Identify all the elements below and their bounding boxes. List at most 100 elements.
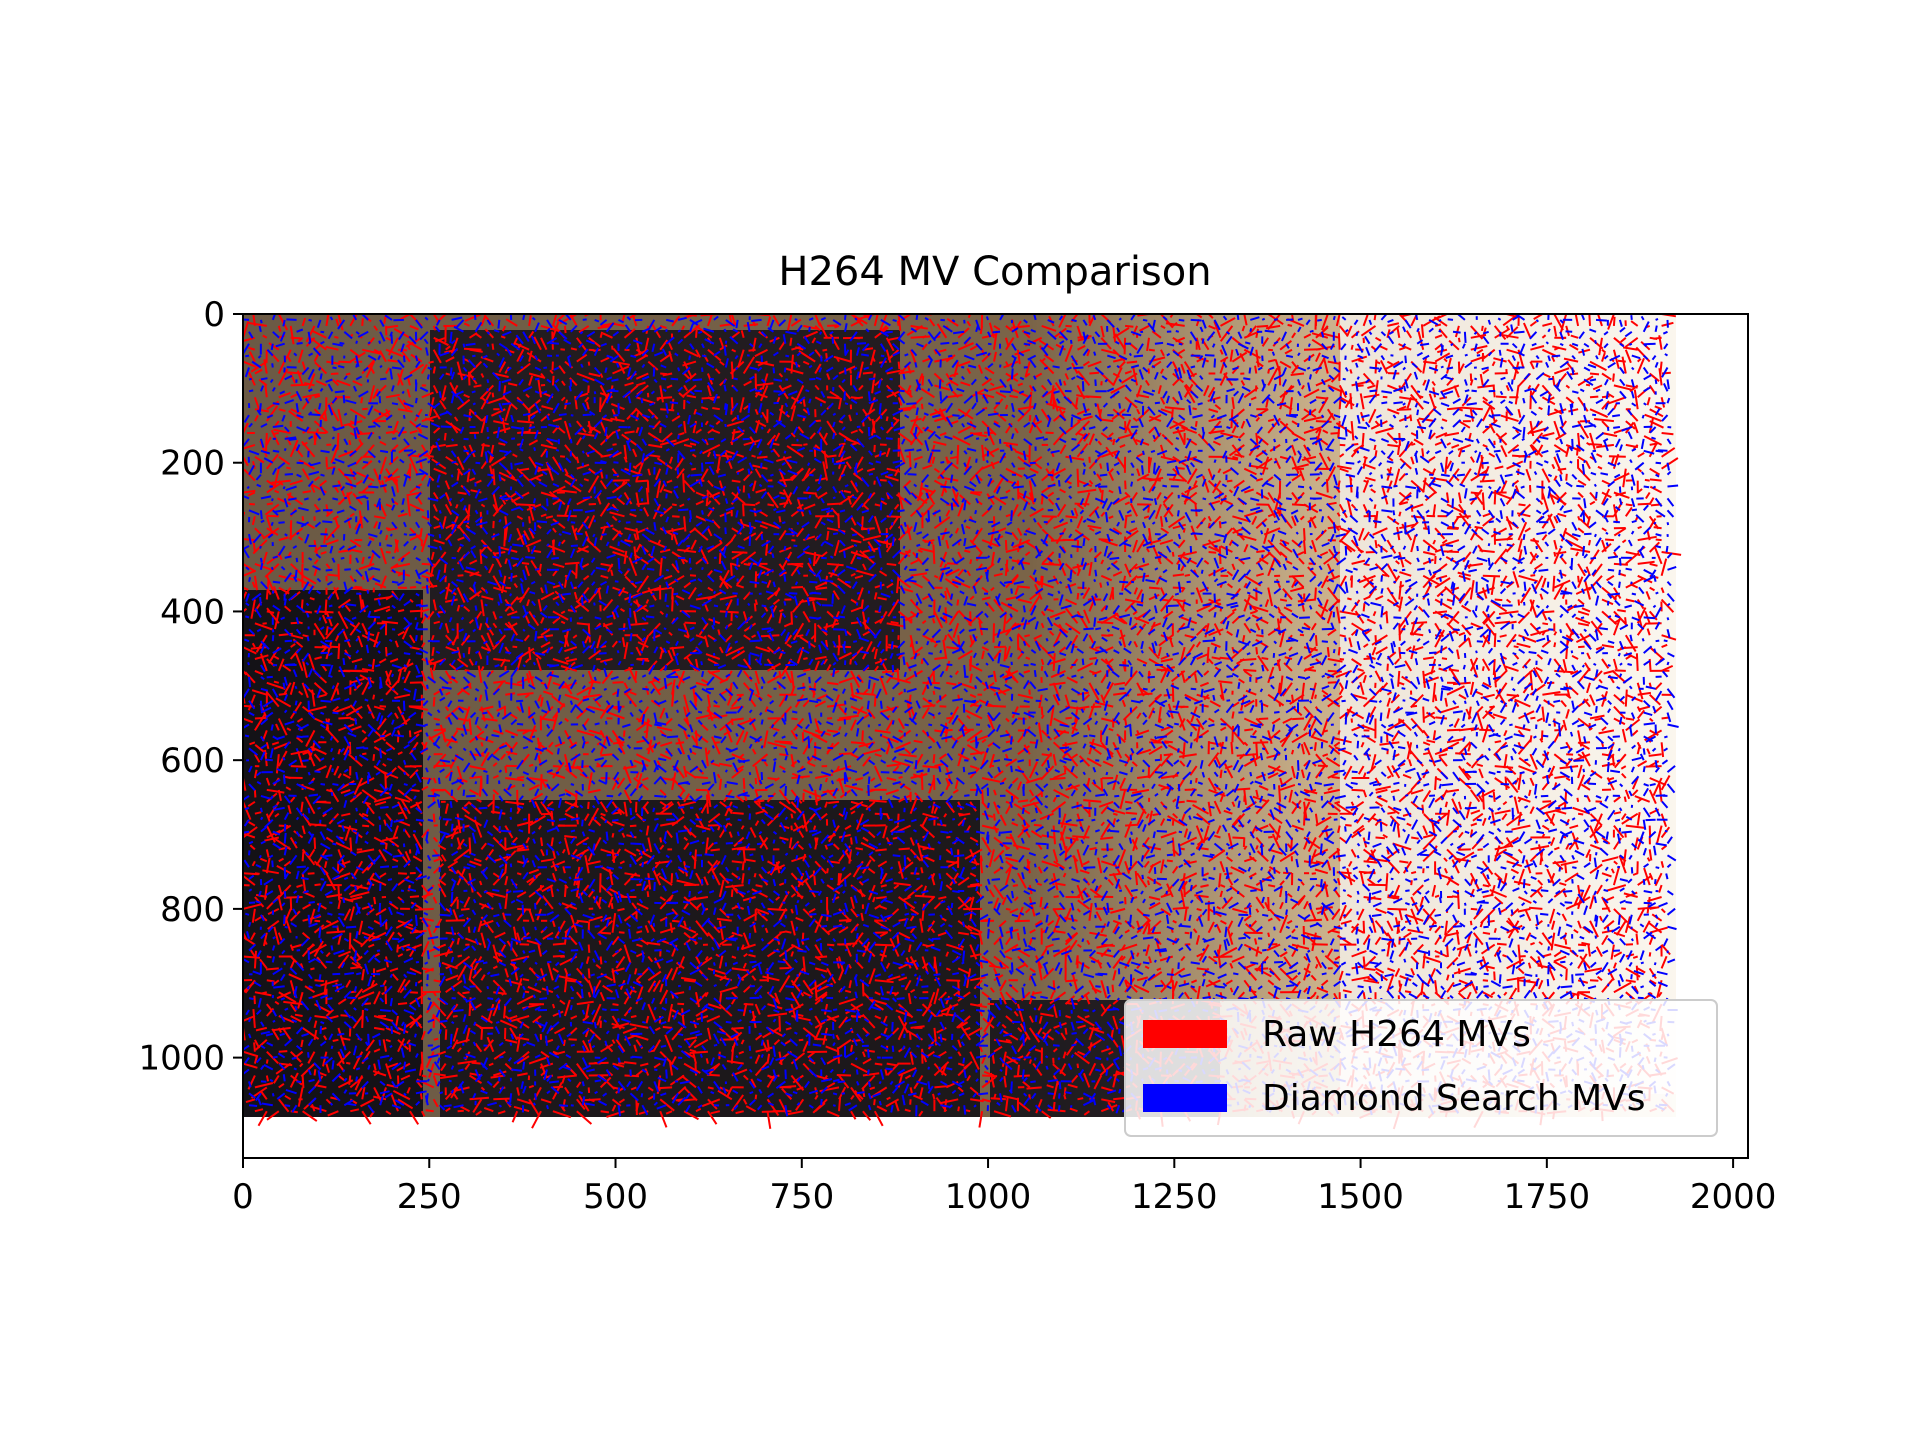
motion-vector-arrow	[739, 397, 745, 413]
motion-vector-arrow	[289, 325, 295, 345]
motion-vector-arrow	[662, 372, 673, 377]
motion-vector-arrow	[1017, 320, 1022, 327]
motion-vector-arrow	[1433, 316, 1448, 327]
motion-vector-arrow	[1077, 336, 1090, 342]
motion-vector-arrow	[1353, 444, 1365, 453]
motion-vector-arrow	[384, 774, 387, 790]
motion-vector-arrow	[1196, 358, 1202, 363]
motion-vector-arrow	[1183, 384, 1196, 404]
motion-vector-arrow	[1565, 473, 1568, 481]
motion-vector-arrow	[1644, 478, 1650, 482]
motion-vector-arrow	[694, 776, 708, 779]
motion-vector-arrow	[559, 455, 566, 458]
motion-vector-arrow	[1017, 405, 1035, 411]
motion-vector-arrow	[1577, 314, 1579, 315]
motion-vector-arrow	[824, 777, 829, 783]
motion-vector-arrow	[1590, 314, 1592, 315]
motion-vector-arrow	[1517, 599, 1521, 606]
motion-vector-arrow	[1551, 375, 1556, 386]
motion-vector-arrow	[1592, 384, 1603, 391]
motion-vector-arrow	[1029, 455, 1043, 467]
motion-vector-arrow	[1434, 323, 1442, 327]
motion-vector-arrow	[587, 361, 591, 366]
motion-vector-arrow	[976, 391, 995, 399]
motion-vector-arrow	[933, 440, 947, 446]
motion-vector-arrow	[516, 396, 530, 412]
motion-vector-arrow	[551, 321, 560, 339]
motion-vector-arrow	[1624, 349, 1632, 364]
motion-vector-arrow	[1326, 412, 1334, 422]
motion-vector-arrow	[1601, 352, 1606, 362]
motion-vector-arrow	[612, 322, 625, 327]
motion-vector-arrow	[551, 375, 555, 386]
motion-vector-arrow	[1327, 360, 1341, 365]
motion-vector-arrow	[238, 307, 243, 314]
motion-vector-arrow	[1291, 749, 1295, 755]
motion-vector-arrow	[1267, 418, 1275, 423]
motion-vector-arrow	[301, 314, 303, 315]
motion-vector-arrow	[972, 432, 983, 435]
motion-vector-arrow	[647, 408, 659, 420]
motion-vector-arrow	[445, 372, 451, 376]
motion-vector-arrow	[1646, 397, 1651, 406]
motion-vector-arrow	[1096, 403, 1103, 422]
motion-vector-arrow	[1268, 348, 1274, 352]
motion-vector-arrow	[1443, 357, 1448, 363]
motion-vector-arrow	[704, 420, 709, 426]
motion-vector-arrow	[1428, 432, 1436, 440]
motion-vector-arrow	[449, 422, 459, 434]
motion-vector-arrow	[1397, 670, 1401, 687]
motion-vector-arrow	[1279, 420, 1295, 435]
motion-vector-arrow	[563, 325, 567, 334]
motion-vector-arrow	[1494, 740, 1502, 744]
motion-vector-arrow	[1515, 429, 1520, 434]
motion-vector-arrow	[1522, 322, 1532, 339]
motion-vector-arrow	[1612, 316, 1616, 326]
motion-vector-arrow	[1500, 444, 1508, 458]
motion-vector-arrow	[1636, 357, 1645, 374]
motion-vector-arrow	[274, 420, 280, 427]
motion-vector-arrow	[1077, 345, 1086, 351]
motion-vector-arrow	[1410, 442, 1416, 446]
motion-vector-arrow	[1183, 383, 1194, 398]
motion-vector-arrow	[1039, 358, 1055, 375]
motion-vector-arrow	[253, 314, 255, 315]
motion-vector-arrow	[1005, 325, 1014, 332]
motion-vector-arrow	[1279, 598, 1288, 602]
motion-vector-arrow	[647, 432, 663, 443]
motion-vector-arrow	[1065, 455, 1085, 461]
motion-vector-arrow	[551, 314, 553, 315]
motion-vector-arrow	[1542, 432, 1555, 438]
motion-vector-arrow	[1411, 704, 1418, 708]
motion-vector-arrow	[1261, 657, 1269, 660]
motion-vector-arrow	[612, 347, 626, 363]
motion-vector-arrow	[886, 369, 903, 375]
motion-vector-arrow	[1645, 765, 1662, 768]
motion-vector-arrow	[1527, 384, 1532, 390]
motion-vector-arrow	[1624, 314, 1626, 315]
motion-vector-arrow	[946, 314, 948, 315]
motion-vector-arrow	[1337, 646, 1341, 656]
motion-vector-arrow	[243, 360, 257, 368]
motion-vector-arrow	[1004, 540, 1008, 551]
motion-vector-arrow	[1043, 353, 1055, 363]
motion-vector-arrow	[512, 453, 518, 458]
motion-vector-arrow	[671, 689, 675, 707]
motion-vector-arrow	[1016, 349, 1021, 365]
motion-vector-arrow	[774, 740, 792, 744]
motion-vector-arrow	[1100, 372, 1115, 387]
motion-vector-arrow	[684, 621, 697, 625]
motion-vector-arrow	[1231, 725, 1234, 743]
motion-vector-arrow	[441, 385, 447, 401]
motion-vector-arrow	[517, 503, 536, 507]
motion-vector-arrow	[719, 344, 728, 351]
motion-vector-arrow	[825, 314, 828, 315]
motion-vector-arrow	[896, 668, 900, 683]
motion-vector-arrow	[1536, 444, 1544, 456]
motion-vector-arrow	[1213, 320, 1222, 339]
motion-vector-arrow	[631, 314, 638, 327]
motion-vector-arrow	[1434, 555, 1437, 564]
motion-vector-arrow	[456, 361, 464, 381]
motion-vector-arrow	[838, 635, 841, 647]
motion-vector-arrow	[1482, 368, 1490, 375]
